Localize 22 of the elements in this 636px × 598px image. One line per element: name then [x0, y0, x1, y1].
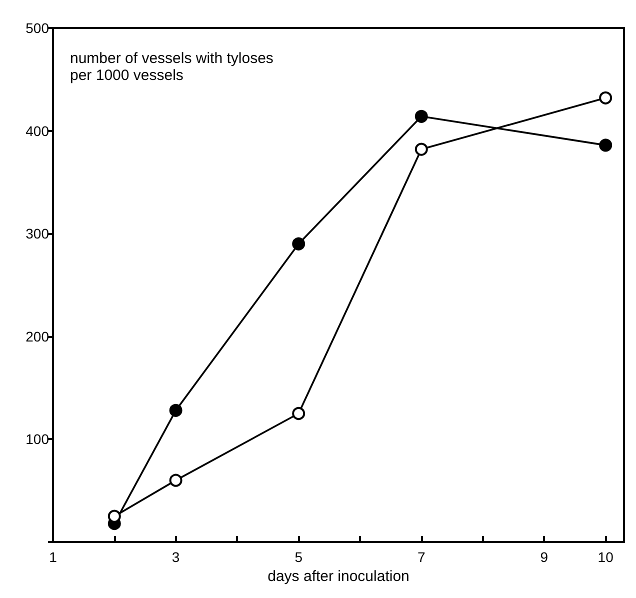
- x-axis-title: days after inoculation: [268, 568, 410, 585]
- point: [292, 407, 306, 420]
- x-tick-label: 5: [294, 549, 303, 565]
- x-tick-label: 7: [417, 549, 426, 565]
- y-tick-label: 400: [26, 122, 50, 139]
- point: [108, 510, 121, 523]
- point: [599, 91, 612, 104]
- y-tick-label: 500: [26, 20, 50, 36]
- y-tick-label: 100: [26, 431, 50, 448]
- point: [169, 474, 182, 487]
- x-tick-label: 3: [172, 549, 180, 565]
- y-tick-label: 300: [26, 226, 50, 242]
- x-tick-label: 1: [49, 549, 58, 565]
- x-tick-label: 9: [540, 549, 548, 565]
- point: [414, 110, 428, 123]
- y-tick-label: 200: [26, 328, 50, 344]
- point: [414, 142, 428, 156]
- point: [292, 237, 306, 250]
- x-tick-label: 10: [598, 549, 614, 565]
- point: [169, 404, 182, 417]
- y-axis-title: number of vessels with tyloses per 1000 vessels: [70, 50, 274, 84]
- point: [599, 138, 612, 152]
